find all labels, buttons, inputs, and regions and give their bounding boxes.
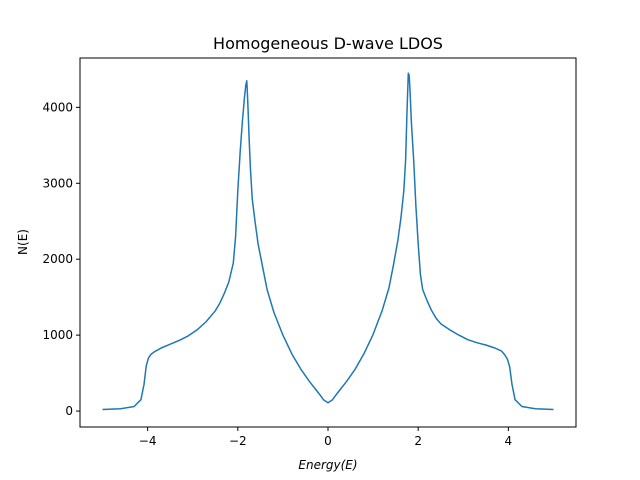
x-axis-label: Energy(E) [298,458,357,472]
y-tick-label: 3000 [42,176,73,190]
y-tick-label: 4000 [42,100,73,114]
x-tick-label: −4 [139,434,157,448]
x-tick-label: 4 [505,434,513,448]
x-tick-label: −2 [229,434,247,448]
y-axis-label: N(E) [16,229,30,255]
x-tick-label: 2 [414,434,422,448]
y-axis: 0 1000 2000 3000 4000 [42,100,80,418]
plot-area [79,57,577,428]
y-tick-label: 2000 [42,252,73,266]
x-tick-label: 0 [324,434,332,448]
chart-title: Homogeneous D-wave LDOS [213,34,443,53]
series-line [102,72,554,411]
y-tick-label: 0 [65,404,73,418]
x-axis: −4 −2 0 2 4 [139,427,512,448]
y-tick-label: 1000 [42,328,73,342]
